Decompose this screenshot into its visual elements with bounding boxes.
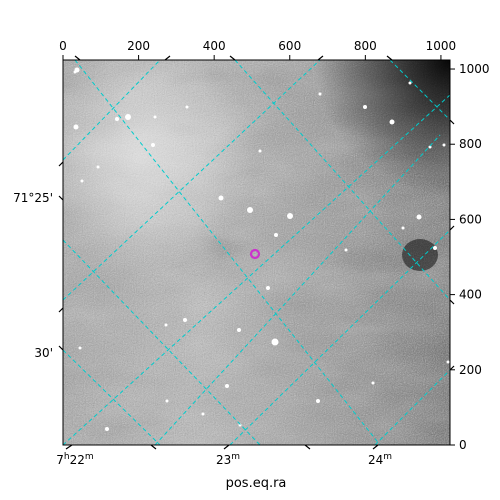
- top-tick-label: 1000: [426, 39, 457, 53]
- grid-line: [63, 94, 450, 445]
- star: [258, 149, 262, 153]
- star: [96, 165, 100, 169]
- world-tick: [58, 307, 64, 313]
- sky-image: [63, 60, 450, 445]
- grid-line: [234, 60, 450, 301]
- star: [428, 145, 432, 149]
- grid-line: [229, 229, 450, 445]
- top-tick-label: 0: [59, 39, 67, 53]
- star: [287, 213, 293, 219]
- star: [416, 214, 422, 220]
- star: [164, 323, 168, 327]
- star: [237, 328, 241, 332]
- star: [389, 119, 395, 125]
- star: [73, 124, 79, 130]
- star: [151, 143, 155, 147]
- world-tick: [229, 55, 236, 61]
- star: [80, 179, 84, 183]
- star: [266, 286, 270, 290]
- right-tick-label: 400: [459, 288, 482, 302]
- right-tick-label: 200: [459, 363, 482, 377]
- star: [185, 105, 189, 109]
- star: [225, 384, 229, 388]
- grid-line: [374, 369, 450, 445]
- star: [363, 105, 367, 109]
- star: [78, 346, 82, 350]
- world-tick: [449, 365, 455, 371]
- world-tick: [317, 55, 324, 61]
- top-tick-label: 800: [354, 39, 377, 53]
- star: [125, 114, 131, 120]
- ra-tick-label: 23m: [216, 452, 240, 467]
- world-tick: [65, 444, 73, 450]
- right-tick-label: 0: [459, 438, 467, 452]
- star: [165, 399, 169, 403]
- dec-tick-label: 71°25': [13, 191, 53, 205]
- star: [408, 81, 412, 85]
- star: [442, 143, 446, 147]
- star: [115, 117, 119, 121]
- star: [318, 92, 322, 96]
- ra-tick-label: 7h22m: [56, 452, 93, 467]
- star: [201, 412, 205, 416]
- star: [238, 423, 242, 427]
- grid-line: [63, 60, 161, 161]
- top-tick-label: 400: [203, 39, 226, 53]
- star: [218, 195, 224, 201]
- world-tick: [386, 55, 393, 61]
- right-tick-label: 1000: [459, 62, 490, 76]
- star-field: [73, 67, 450, 431]
- star: [271, 338, 279, 346]
- world-tick: [58, 345, 64, 351]
- star: [274, 233, 278, 237]
- world-tick: [58, 161, 64, 167]
- grid-line: [154, 134, 441, 445]
- star: [105, 427, 109, 431]
- world-tick: [372, 444, 379, 450]
- grid-line: [63, 60, 321, 301]
- star: [183, 318, 187, 322]
- axis-ticks: [58, 55, 455, 450]
- grid-line: [74, 60, 381, 445]
- world-tick: [74, 55, 81, 61]
- world-tick: [304, 444, 311, 450]
- world-tick: [449, 225, 455, 231]
- dec-tick-label: 30': [34, 346, 53, 360]
- axis-tick-labels: 0 200 400 600 800 1000 0 200 400 600 800 1000 7h22m 2…: [13, 39, 489, 467]
- star: [316, 399, 320, 403]
- world-tick: [223, 444, 230, 450]
- right-tick-label: 800: [459, 137, 482, 151]
- star: [73, 70, 77, 74]
- coordinate-grid: [63, 60, 450, 445]
- right-tick-label: 600: [459, 212, 482, 226]
- star: [401, 226, 405, 230]
- world-tick: [449, 299, 455, 305]
- star: [433, 246, 437, 250]
- grid-line: [389, 60, 450, 121]
- world-tick: [150, 444, 157, 450]
- star: [446, 360, 450, 364]
- ra-tick-label: 24m: [368, 452, 392, 467]
- x-axis-title: pos.eq.ra: [226, 476, 287, 491]
- top-tick-label: 600: [278, 39, 301, 53]
- top-tick-label: 200: [127, 39, 150, 53]
- world-tick: [58, 195, 64, 201]
- star: [153, 115, 157, 119]
- grid-line: [63, 239, 261, 445]
- world-tick: [164, 55, 171, 61]
- star: [371, 381, 375, 385]
- plot-frame: [62, 59, 451, 446]
- star: [344, 248, 348, 252]
- target-marker: [249, 248, 261, 260]
- world-tick: [449, 119, 455, 125]
- star: [247, 207, 253, 213]
- grid-line: [63, 349, 161, 445]
